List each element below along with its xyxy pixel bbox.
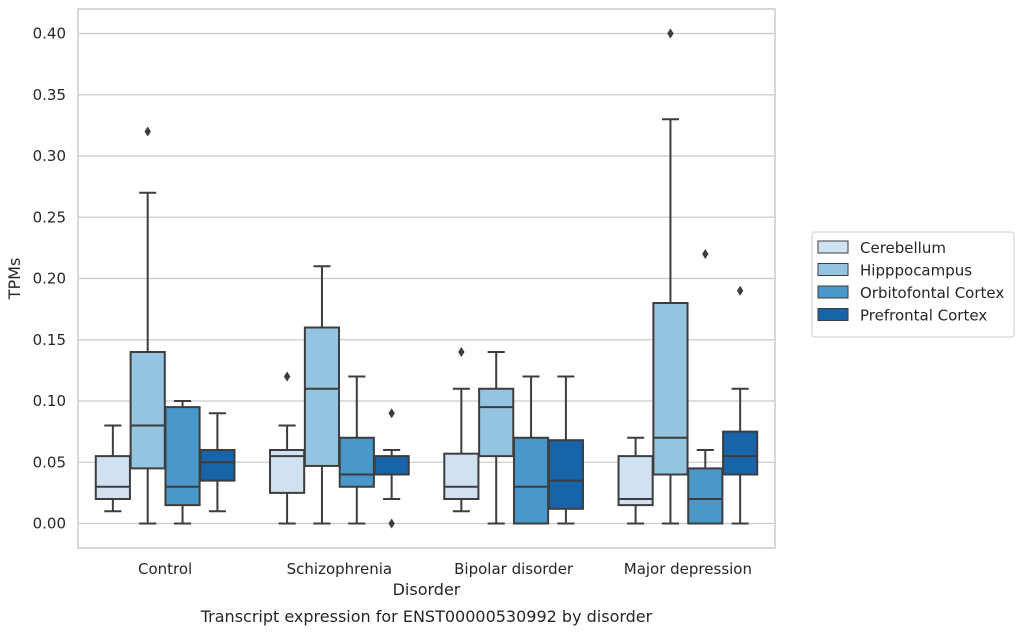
box-plot bbox=[722, 285, 759, 525]
box-plot bbox=[443, 347, 480, 513]
x-tick-label: Schizophrenia bbox=[287, 560, 392, 578]
box-plot bbox=[373, 408, 410, 529]
box-body bbox=[94, 455, 131, 500]
legend-swatch bbox=[817, 308, 849, 321]
y-tick-label: 0.05 bbox=[33, 453, 66, 471]
box-plot bbox=[269, 371, 306, 525]
series-prefrontal-cortex bbox=[199, 285, 759, 529]
x-tick-label: Control bbox=[138, 560, 192, 578]
legend-frame bbox=[811, 231, 1015, 338]
box-plot bbox=[164, 400, 201, 525]
outlier-point bbox=[388, 518, 395, 529]
box-body bbox=[338, 436, 375, 488]
box-body bbox=[687, 467, 724, 525]
legend-label: Prefrontal Cortex bbox=[860, 307, 987, 325]
box-body bbox=[547, 439, 584, 510]
legend-label: Hipppocampus bbox=[860, 262, 972, 280]
box-body bbox=[269, 449, 306, 494]
box-plot bbox=[617, 436, 654, 525]
y-tick-label: 0.35 bbox=[33, 86, 66, 104]
legend-swatch bbox=[817, 263, 849, 276]
x-tick-label: Bipolar disorder bbox=[454, 560, 574, 578]
series-cerebellum bbox=[94, 347, 654, 525]
box-plot bbox=[338, 375, 375, 525]
x-tick-label: Major depression bbox=[624, 560, 752, 578]
box-body bbox=[443, 452, 480, 500]
y-tick-labels: 0.00 0.05 0.10 0.15 0.20 0.25 0.30 0.35 0.40 bbox=[33, 25, 66, 533]
y-tick-label: 0.25 bbox=[33, 208, 66, 226]
series-orbitofontal-cortex bbox=[164, 249, 724, 525]
box-plot bbox=[199, 412, 236, 513]
y-tick-label: 0.30 bbox=[33, 147, 66, 165]
box-body bbox=[722, 430, 759, 476]
box-plot bbox=[94, 424, 131, 513]
outlier-point bbox=[388, 408, 395, 419]
box-plot bbox=[129, 126, 166, 525]
outlier-point bbox=[667, 28, 674, 39]
box-body bbox=[652, 302, 689, 476]
y-tick-label: 0.00 bbox=[33, 515, 66, 533]
legend-swatch bbox=[817, 285, 849, 299]
box-plot bbox=[687, 249, 724, 525]
box-body bbox=[512, 436, 550, 525]
legend: Cerebellum Hipppocampus Orbitofontal Corte… bbox=[811, 231, 1015, 338]
y-tick-label: 0.10 bbox=[33, 392, 66, 410]
outlier-point bbox=[144, 126, 151, 137]
box-plot bbox=[512, 375, 550, 525]
box-series bbox=[94, 28, 759, 529]
box-body bbox=[129, 351, 166, 470]
y-tick-label: 0.40 bbox=[33, 25, 66, 43]
x-tick-labels: Control Schizophrenia Bipolar disorder Majo… bbox=[138, 560, 752, 578]
box-body bbox=[199, 449, 236, 482]
outlier-point bbox=[283, 371, 291, 382]
box-body bbox=[617, 455, 654, 507]
box-plot bbox=[652, 28, 689, 525]
legend-label: Cerebellum bbox=[860, 239, 946, 257]
box-body bbox=[164, 406, 201, 507]
legend-label: Orbitofontal Cortex bbox=[860, 284, 1004, 302]
outlier-point bbox=[458, 347, 465, 357]
y-tick-label: 0.15 bbox=[33, 331, 66, 349]
chart-caption: Transcript expression for ENST0000053099… bbox=[200, 607, 653, 626]
y-axis-label: TPMs bbox=[5, 258, 24, 301]
legend-swatch bbox=[817, 240, 849, 254]
box-body bbox=[303, 326, 341, 467]
y-tick-label: 0.20 bbox=[33, 270, 66, 288]
box-plot bbox=[478, 351, 515, 525]
series-hipppocampus bbox=[129, 28, 689, 525]
box-body bbox=[478, 387, 515, 458]
outlier-point bbox=[702, 249, 709, 259]
x-axis-label: Disorder bbox=[393, 580, 461, 599]
plot-frame bbox=[77, 8, 776, 549]
box-plot bbox=[303, 265, 341, 525]
box-plot bbox=[547, 375, 584, 525]
outlier-point bbox=[736, 285, 744, 296]
box-body bbox=[373, 455, 410, 476]
